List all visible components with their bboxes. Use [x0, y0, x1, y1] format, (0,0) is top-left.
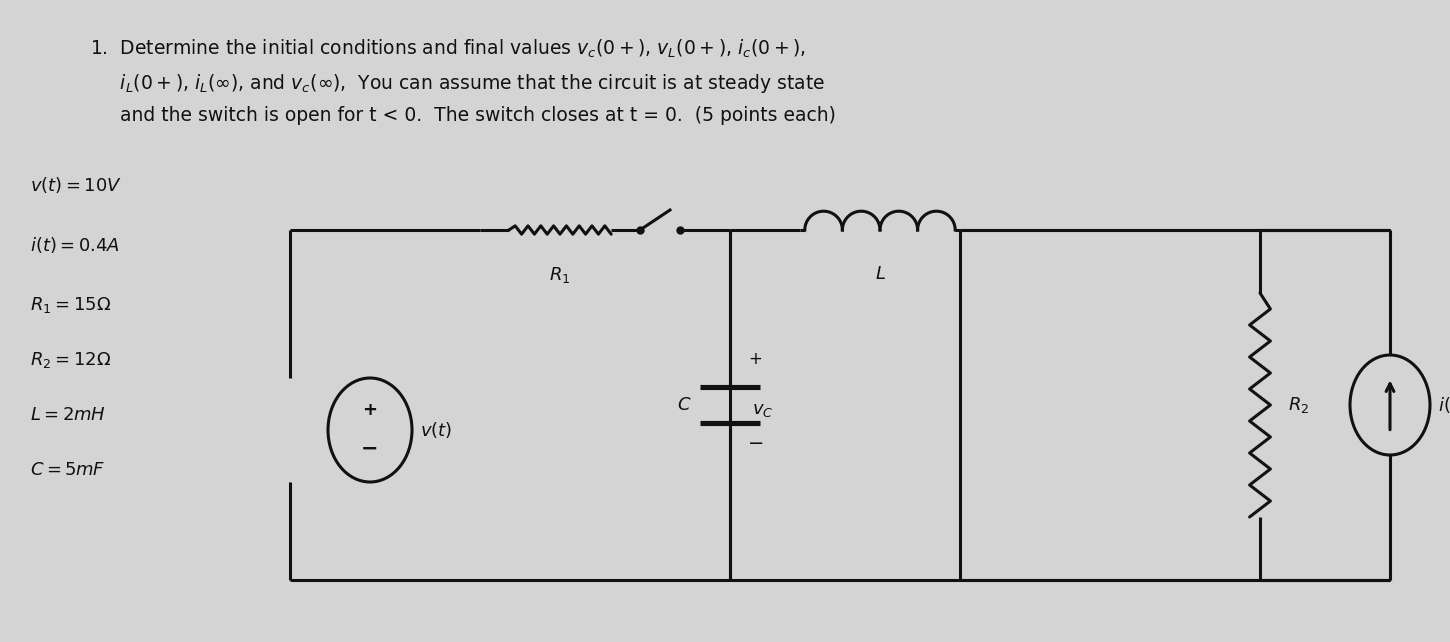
Text: +: + — [748, 350, 761, 368]
Text: $i(t) = 0.4A$: $i(t) = 0.4A$ — [30, 235, 120, 255]
Text: $L = 2mH$: $L = 2mH$ — [30, 406, 106, 424]
Text: $v_C$: $v_C$ — [753, 401, 773, 419]
Text: $i(t)$: $i(t)$ — [1438, 395, 1450, 415]
Text: $v(t) = 10V$: $v(t) = 10V$ — [30, 175, 122, 195]
Text: $R_2$: $R_2$ — [1288, 395, 1309, 415]
Text: $L$: $L$ — [874, 265, 886, 283]
Text: $R_1$: $R_1$ — [550, 265, 571, 285]
Text: and the switch is open for t < 0.  The switch closes at t = 0.  (5 points each): and the switch is open for t < 0. The sw… — [90, 106, 835, 125]
Text: +: + — [362, 401, 377, 419]
Text: $R_2 = 12\Omega$: $R_2 = 12\Omega$ — [30, 350, 112, 370]
Text: 1.  Determine the initial conditions and final values $v_c(0+)$, $v_L(0+)$, $i_c: 1. Determine the initial conditions and … — [90, 38, 806, 60]
Text: −: − — [748, 433, 764, 453]
Text: $i_L(0+)$, $i_L(\infty)$, and $v_c(\infty)$,  You can assume that the circuit is: $i_L(0+)$, $i_L(\infty)$, and $v_c(\inft… — [90, 72, 825, 95]
Text: $C = 5mF$: $C = 5mF$ — [30, 461, 106, 479]
Text: $C$: $C$ — [677, 396, 692, 414]
Text: −: − — [361, 438, 378, 458]
Text: $v(t)$: $v(t)$ — [420, 420, 452, 440]
Text: $R_1 = 15\Omega$: $R_1 = 15\Omega$ — [30, 295, 112, 315]
